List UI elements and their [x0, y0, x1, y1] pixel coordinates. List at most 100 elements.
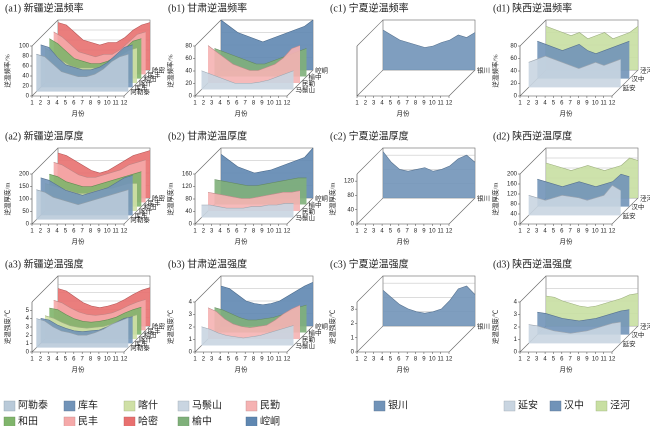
x-tick-label: 6 — [235, 101, 239, 107]
y-tick-label: 0 — [26, 222, 30, 228]
x-tick-label: 5 — [552, 101, 556, 107]
y-tick-label: 0 — [514, 94, 518, 100]
y-tick-label: 20 — [510, 81, 517, 87]
x-tick-label: 2 — [202, 357, 206, 363]
y-tick-label: 40 — [510, 212, 517, 218]
y-axis-label: 逆温频率/% — [2, 54, 11, 88]
area-line — [537, 309, 630, 322]
x-tick-label: 3 — [47, 357, 51, 363]
x-tick-label: 4 — [55, 101, 59, 107]
x-tick-label: 8 — [414, 101, 418, 107]
area — [201, 203, 294, 218]
legend-label: 喀什 — [138, 398, 158, 411]
series-label: 阿勒泰 — [130, 215, 150, 224]
x-tick-label: 8 — [577, 229, 581, 235]
x-tick-label: 5 — [227, 101, 231, 107]
series-label: 延安 — [623, 211, 637, 220]
area — [383, 286, 475, 326]
legend-swatch — [3, 400, 16, 412]
y-tick-label: 0 — [189, 222, 193, 228]
legend-swatch — [245, 400, 258, 412]
x-tick-label: 3 — [47, 101, 51, 107]
x-tick-label: 8 — [89, 229, 93, 235]
series-label: 哈密 — [152, 193, 166, 202]
area — [201, 325, 294, 346]
x-tick-label: 2 — [364, 357, 368, 363]
y-axis-label: 逆温强度/℃ — [327, 309, 336, 344]
x-tick-label: 9 — [260, 101, 264, 107]
x-tick-label: 11 — [438, 101, 445, 107]
y-tick-label: 3 — [26, 325, 30, 331]
x-tick-label: 12 — [446, 229, 453, 235]
y-tick-label: 4 — [26, 316, 30, 322]
x-tick-label: 3 — [210, 229, 214, 235]
chart-title: (c1) 宁夏逆温频率 — [330, 1, 409, 14]
series-label: 泾河 — [640, 322, 650, 330]
series-label: 民勤 — [302, 206, 316, 215]
x-tick-label: 12 — [121, 357, 128, 363]
y-tick-label: 4 — [189, 300, 193, 306]
area-line — [528, 184, 621, 201]
series-label: 民勤 — [302, 78, 316, 87]
frame — [519, 275, 547, 303]
y-tick-label: 0 — [189, 350, 193, 356]
y-tick-label: 40 — [510, 69, 517, 75]
chart-title: (b2) 甘肃逆温厚度 — [168, 129, 247, 142]
x-tick-label: 2 — [527, 101, 531, 107]
y-tick-label: 80 — [510, 202, 517, 208]
x-tick-label: 5 — [227, 229, 231, 235]
x-tick-label: 3 — [372, 229, 376, 235]
area-line — [49, 171, 142, 187]
y-tick-label: 1 — [189, 337, 193, 343]
y-tick-label: 40 — [22, 74, 29, 80]
y-tick-label: 60 — [510, 56, 517, 62]
x-tick-label: 11 — [438, 229, 445, 235]
area — [36, 189, 129, 220]
x-tick-label: 8 — [577, 357, 581, 363]
x-tick-label: 10 — [267, 357, 274, 363]
y-tick-label: 4 — [514, 300, 518, 306]
y-tick-label: 120 — [344, 179, 355, 185]
area-line — [382, 29, 476, 48]
series-label: 阿勒泰 — [130, 343, 150, 352]
area-line — [214, 177, 307, 187]
y-tick-label: 1 — [514, 337, 518, 343]
area-line — [545, 293, 639, 308]
area-line — [220, 281, 314, 306]
y-tick-label: 1 — [351, 335, 355, 341]
series-label: 和田 — [143, 74, 156, 83]
area-line — [528, 321, 621, 334]
x-tick-label: 9 — [260, 357, 264, 363]
x-tick-label: 1 — [193, 357, 197, 363]
y-tick-label: 160 — [507, 182, 518, 188]
chart-title: (b3) 甘肃逆温强度 — [168, 257, 247, 270]
frame — [356, 197, 384, 225]
y-axis-label: 逆温频率/% — [490, 54, 499, 88]
series-label: 延安 — [623, 339, 637, 348]
x-tick-label: 4 — [380, 357, 384, 363]
y-tick-label: 60 — [22, 64, 29, 70]
y-tick-label: 80 — [185, 197, 192, 203]
x-tick-label: 3 — [47, 229, 51, 235]
x-tick-label: 1 — [518, 101, 522, 107]
x-tick-label: 12 — [446, 101, 453, 107]
area-line — [382, 285, 476, 314]
x-tick-label: 6 — [72, 101, 76, 107]
area-line — [57, 150, 151, 174]
series-label: 榆中 — [309, 200, 322, 209]
series-label: 哈密 — [152, 65, 166, 74]
x-tick-label: 3 — [372, 357, 376, 363]
x-tick-label: 7 — [406, 101, 410, 107]
y-tick-label: 3 — [351, 307, 355, 313]
legend-swatch — [373, 400, 386, 412]
x-tick-label: 9 — [422, 357, 426, 363]
x-tick-label: 9 — [422, 101, 426, 107]
x-tick-label: 1 — [30, 101, 34, 107]
series-label: 银川 — [477, 321, 490, 330]
x-tick-label: 4 — [543, 229, 547, 235]
x-axis-label: 月份 — [235, 108, 249, 117]
